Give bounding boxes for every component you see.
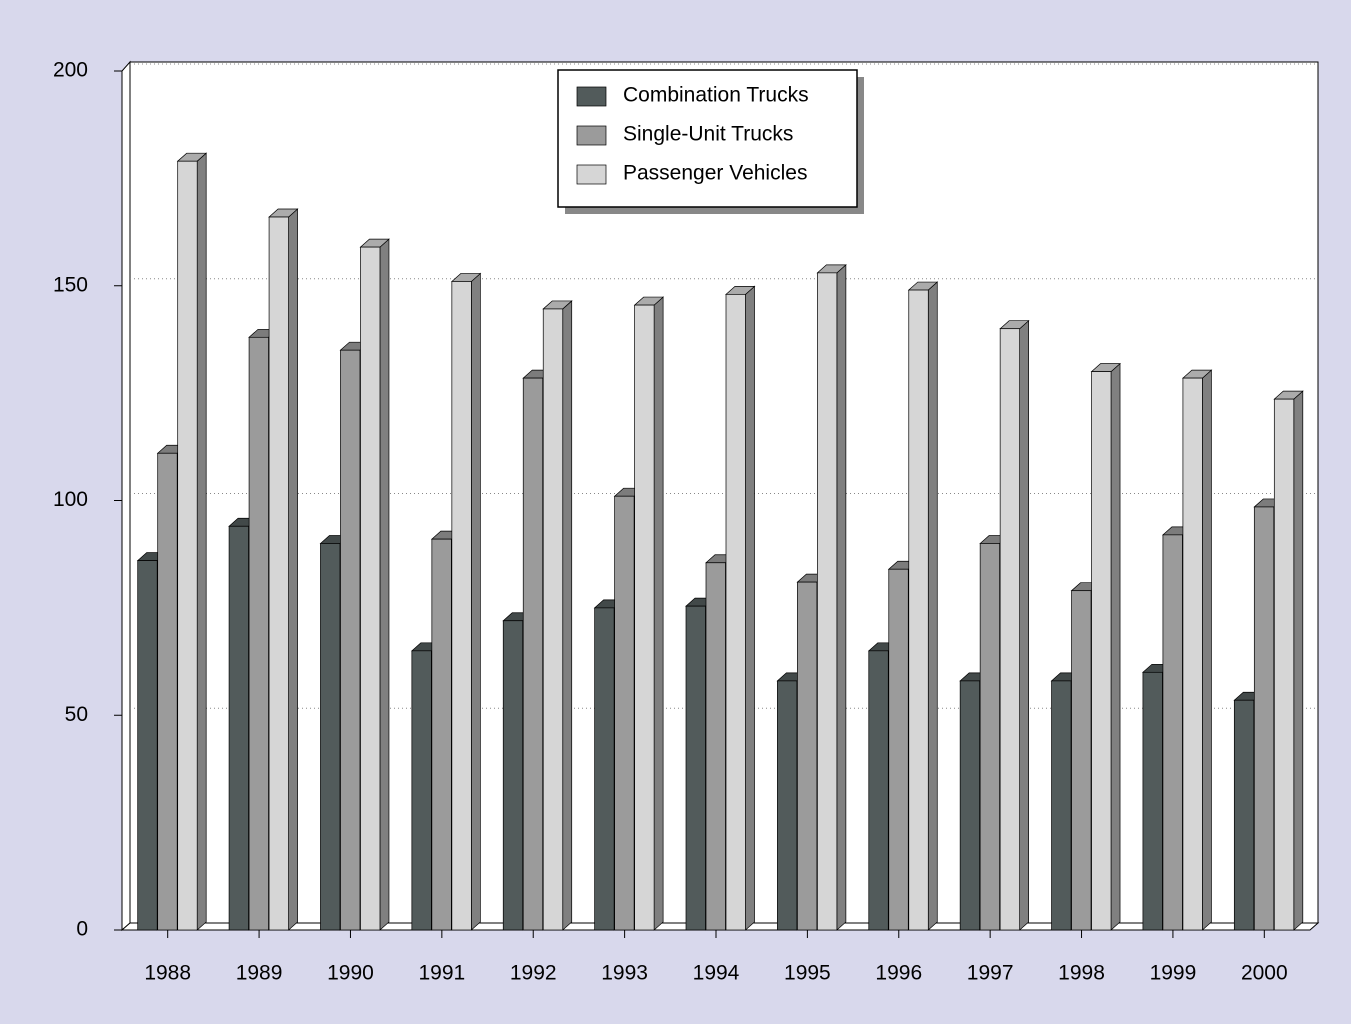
bar-side [1202, 369, 1212, 931]
bar [1273, 390, 1304, 931]
y-tick-label: 0 [76, 918, 88, 941]
side-wall [121, 60, 131, 932]
legend-swatch [576, 86, 607, 107]
legend-label: Passenger Vehicles [623, 162, 807, 185]
bar-side [1293, 390, 1304, 931]
bar-front [502, 620, 524, 931]
legend-swatch [576, 125, 607, 146]
bar-side [745, 285, 755, 931]
y-tick-label: 200 [53, 59, 88, 82]
bar-front [634, 304, 655, 931]
bar [450, 272, 482, 931]
bar [1090, 362, 1121, 931]
bar-front [614, 495, 635, 931]
bar-side [927, 281, 938, 931]
bar-front [1051, 680, 1072, 931]
y-tick-label: 50 [65, 703, 88, 726]
x-tick-label: 1995 [784, 962, 831, 985]
bar-front [248, 336, 269, 931]
bar [1182, 369, 1213, 931]
bar-side [379, 238, 390, 931]
bar-front [959, 680, 981, 931]
bar [359, 238, 390, 931]
bar-front [1233, 699, 1255, 931]
bar-front [137, 560, 158, 931]
bar-side [1110, 362, 1121, 931]
bar-front [725, 293, 746, 931]
bar [542, 300, 573, 931]
y-tick-label: 100 [53, 488, 88, 511]
x-tick-label: 1999 [1150, 962, 1197, 985]
bar-side [653, 296, 664, 931]
bar-front [1162, 534, 1183, 931]
x-tick-label: 1998 [1058, 962, 1105, 985]
x-tick-label: 1997 [967, 962, 1014, 985]
x-tick-label: 2000 [1241, 962, 1288, 985]
bar [725, 285, 756, 931]
bar-front [908, 289, 929, 931]
bar-front [1091, 371, 1112, 931]
bar-front [1253, 506, 1275, 931]
y-tick-label: 150 [53, 273, 88, 296]
x-tick-label: 1989 [236, 962, 283, 985]
bar-side [836, 264, 847, 931]
bar-front [411, 650, 432, 931]
bar-side [196, 152, 207, 931]
x-tick-label: 1990 [327, 962, 374, 985]
bar-front [868, 650, 889, 931]
legend-swatch [576, 164, 607, 185]
bar-side [288, 208, 298, 931]
bar-front [268, 216, 289, 931]
bar [633, 296, 665, 931]
bar-front [522, 377, 544, 931]
bar-front [431, 538, 452, 931]
bar-front [1273, 398, 1295, 931]
bar-front [360, 246, 381, 931]
bar-front [594, 607, 615, 931]
bar-front [340, 349, 361, 931]
legend-label: Combination Trucks [623, 84, 809, 107]
bar-front [685, 605, 706, 931]
bar [999, 319, 1030, 931]
x-tick-label: 1991 [418, 962, 465, 985]
x-tick-label: 1992 [510, 962, 557, 985]
bar-side [470, 272, 481, 931]
bar-front [228, 525, 249, 931]
bar-front [705, 562, 726, 931]
bar [816, 264, 847, 931]
legend [557, 69, 858, 208]
bar-front [817, 272, 838, 931]
bar-front [888, 568, 909, 931]
bar-front [177, 160, 198, 931]
bar-front [542, 308, 564, 931]
bar-side [1019, 319, 1030, 931]
bar [268, 208, 299, 931]
bar-front [451, 281, 472, 931]
bar-front [999, 328, 1021, 931]
bar-front [1142, 671, 1163, 931]
bar-front [1071, 590, 1092, 931]
x-tick-label: 1993 [601, 962, 648, 985]
bar-front [320, 543, 341, 931]
bar-side [562, 300, 573, 931]
bar-front [979, 543, 1001, 931]
bar-front [797, 581, 818, 931]
bar-front [777, 680, 798, 931]
bar-front [1182, 377, 1203, 931]
bar [907, 281, 939, 931]
bar-front [157, 452, 178, 931]
x-tick-label: 1988 [144, 962, 191, 985]
legend-label: Single-Unit Trucks [623, 123, 793, 146]
bar [176, 152, 208, 931]
x-tick-label: 1996 [875, 962, 922, 985]
x-tick-label: 1994 [693, 962, 740, 985]
